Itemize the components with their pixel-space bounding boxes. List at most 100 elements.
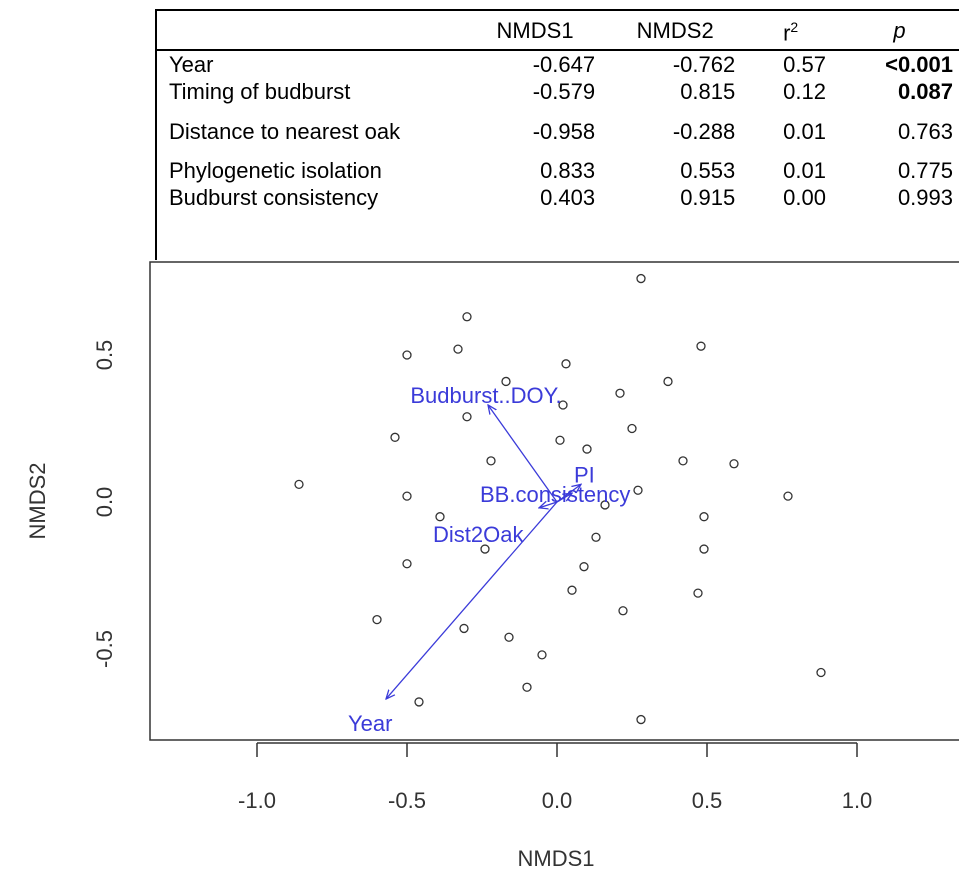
data-point — [699, 512, 709, 522]
table-row: Budburst consistency 0.403 0.915 0.00 0.993 — [155, 184, 959, 213]
data-point — [636, 273, 646, 284]
data-point — [627, 423, 637, 434]
cell-r2: 0.01 — [783, 118, 826, 144]
cell-nmds2: -0.762 — [672, 52, 736, 77]
cell-nmds1: 0.403 — [540, 185, 596, 210]
y-axis-title: NMDS2 — [25, 462, 50, 539]
data-point — [561, 359, 571, 369]
cell-nmds1: -0.647 — [532, 52, 596, 77]
vector-arrow — [539, 502, 558, 508]
cell-p: 0.993 — [897, 185, 953, 210]
table-row: Year -0.647 -0.762 0.57 <0.001 — [155, 50, 959, 78]
data-point — [390, 432, 400, 442]
cell-nmds1: 0.833 — [540, 158, 596, 183]
table-header-row: NMDS1 NMDS2 r2 p — [155, 10, 959, 50]
table-row: Distance to nearest oak -0.958 -0.288 0.01 0… — [155, 105, 959, 157]
data-point — [402, 491, 412, 501]
cell-variable: Timing of budburst — [169, 79, 351, 104]
cell-nmds2: 0.915 — [680, 185, 736, 210]
data-point — [462, 312, 472, 322]
cell-r2: 0.01 — [783, 158, 826, 183]
vector-arrow — [386, 501, 558, 699]
data-point — [618, 606, 628, 616]
data-point — [600, 500, 610, 510]
data-point — [678, 456, 688, 466]
x-axis-title: NMDS1 — [517, 846, 594, 871]
header-r: r — [783, 20, 791, 46]
plot-frame — [149, 261, 959, 741]
vector-label: Budburst..DOY. — [410, 383, 561, 408]
data-point — [501, 376, 511, 387]
data-point — [699, 544, 709, 554]
data-point — [414, 697, 424, 707]
data-point — [402, 350, 412, 360]
cell-p: 0.763 — [897, 118, 953, 144]
header-r-superscript: 2 — [790, 18, 799, 35]
cell-p: <0.001 — [885, 52, 953, 77]
x-tick-label: -0.5 — [388, 788, 426, 813]
data-point — [522, 682, 532, 692]
x-tick-label: 0.5 — [692, 788, 723, 813]
data-point — [567, 585, 577, 595]
data-point — [615, 388, 625, 398]
x-tick-label: 1.0 — [842, 788, 873, 813]
y-tick-label: -0.5 — [92, 630, 117, 668]
data-point — [486, 456, 496, 466]
data-point — [816, 667, 826, 678]
data-point — [462, 412, 472, 422]
header-nmds1: NMDS1 — [496, 17, 574, 43]
data-point — [693, 588, 703, 598]
vector-fit-table: NMDS1 NMDS2 r2 p Year -0.647 -0.762 0.57 <0.… — [155, 9, 959, 213]
vector-label: Dist2Oak — [433, 522, 524, 547]
data-point — [372, 614, 382, 625]
cell-p: 0.775 — [897, 158, 953, 183]
data-point — [402, 559, 412, 569]
data-point — [480, 544, 490, 554]
data-point — [783, 491, 793, 501]
header-nmds2: NMDS2 — [636, 17, 714, 43]
data-point — [633, 485, 643, 495]
table-row: Phylogenetic isolation 0.833 0.553 0.01 0.77… — [155, 157, 959, 184]
cell-nmds2: 0.553 — [680, 158, 736, 183]
header-p: p — [893, 17, 906, 43]
data-point — [555, 435, 565, 445]
data-point — [537, 650, 547, 660]
cell-nmds2: 0.815 — [680, 79, 736, 104]
cell-nmds1: -0.579 — [532, 79, 596, 104]
table-row: Timing of budburst -0.579 0.815 0.12 0.087 — [155, 78, 959, 105]
cell-r2: 0.57 — [783, 52, 826, 77]
vector-label: PI — [574, 462, 595, 487]
data-point — [459, 623, 469, 634]
data-point — [696, 341, 706, 351]
data-point — [294, 479, 304, 490]
cell-nmds1: -0.958 — [532, 118, 596, 144]
cell-nmds2: -0.288 — [672, 118, 736, 144]
header-r2: r2 — [741, 10, 832, 50]
y-tick-label: 0.0 — [92, 487, 117, 518]
cell-variable: Budburst consistency — [169, 185, 379, 210]
data-point — [636, 714, 646, 725]
data-point — [729, 459, 739, 469]
data-point — [453, 344, 463, 354]
table-left-border — [155, 9, 157, 260]
data-point — [435, 512, 445, 522]
vector-arrow — [556, 493, 572, 503]
x-tick-label: 0.0 — [542, 788, 573, 813]
data-point — [591, 532, 601, 542]
data-point — [582, 444, 592, 454]
vector-arrow — [488, 405, 558, 503]
y-tick-label: 0.5 — [92, 340, 117, 371]
data-point — [579, 562, 589, 572]
cell-r2: 0.00 — [783, 185, 826, 210]
x-tick-label: -1.0 — [238, 788, 276, 813]
data-point — [663, 376, 673, 387]
data-point — [504, 632, 514, 642]
cell-variable: Phylogenetic isolation — [169, 158, 382, 183]
cell-r2: 0.12 — [783, 79, 826, 104]
cell-p: 0.087 — [897, 79, 953, 104]
data-point — [558, 400, 568, 410]
cell-variable: Year — [169, 52, 214, 77]
cell-variable: Distance to nearest oak — [169, 118, 401, 144]
vector-label: Year — [348, 711, 392, 736]
